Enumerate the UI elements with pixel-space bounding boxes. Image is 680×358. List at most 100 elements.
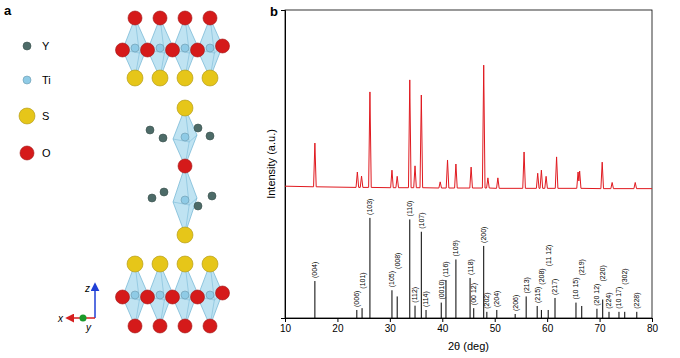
atom (131, 44, 139, 52)
atom (191, 290, 205, 304)
x-axis: 1020304050607080 (280, 318, 659, 334)
reference-stick (541, 310, 542, 318)
structure (116, 11, 230, 333)
x-tick-mark (600, 318, 601, 322)
reference-stick (445, 280, 446, 318)
atom (177, 70, 193, 86)
hkl-label: (006) (353, 291, 361, 307)
atom (181, 44, 189, 52)
axis-label: z (84, 283, 90, 294)
atom (178, 319, 192, 333)
hkl-label: (004) (311, 262, 319, 278)
x-tick: 20 (332, 318, 344, 334)
y-axis-title: Intensity (a.u.) (265, 129, 277, 199)
hkl-label: (200) (480, 227, 488, 243)
reference-stick (537, 306, 538, 318)
legend-swatch (23, 42, 31, 50)
atom (202, 256, 218, 272)
hkl-label: (10 15) (572, 277, 580, 299)
reference-stick (602, 300, 603, 318)
atom (152, 70, 168, 86)
hkl-label: (206) (512, 295, 520, 311)
legend-swatch (20, 146, 34, 160)
axis-label: y (85, 322, 92, 333)
reference-stick (555, 298, 556, 318)
atom (141, 43, 155, 57)
x-tick-mark (337, 318, 338, 322)
legend-label: O (42, 147, 51, 159)
reference-stick (415, 306, 416, 318)
atom (203, 11, 217, 25)
atom (127, 70, 143, 86)
x-axis-line (286, 319, 653, 323)
reference-stick (636, 312, 637, 318)
atom (177, 227, 193, 243)
reference-stick (581, 306, 582, 318)
reference-stick (397, 296, 398, 318)
x-tick-mark (652, 318, 653, 322)
hkl-label: (0010) (438, 279, 446, 299)
atom (177, 256, 193, 272)
hkl-label: (110) (406, 201, 414, 217)
hkl-label: (11 12) (545, 245, 553, 267)
hkl-label: (114) (422, 291, 430, 307)
hkl-label: (10 17) (615, 287, 623, 309)
x-tick-mark (442, 318, 443, 322)
xrd-pattern (285, 65, 652, 189)
reference-stick (314, 281, 315, 318)
reference-stick (455, 259, 456, 318)
y-axis (281, 11, 286, 319)
x-tick: 50 (490, 318, 502, 334)
plot-marks (285, 65, 652, 318)
reference-stick (369, 218, 370, 318)
octahedron (173, 108, 197, 166)
legend-label: S (42, 110, 49, 122)
atom (216, 39, 230, 53)
atom (216, 286, 230, 300)
x-tick: 40 (437, 318, 449, 334)
legend-swatch (23, 76, 31, 84)
hkl-label: (112) (411, 287, 419, 303)
reference-stick (548, 310, 549, 318)
panel-label: b (270, 4, 278, 19)
atom (166, 43, 180, 57)
reference-stick (441, 303, 442, 318)
atom (116, 290, 130, 304)
atom (177, 100, 193, 116)
atom (202, 70, 218, 86)
atom (156, 44, 164, 52)
hkl-label: (118) (467, 259, 475, 275)
atom (153, 319, 167, 333)
reference-stick (575, 303, 576, 318)
atom (208, 192, 216, 200)
hkl-label: (213) (523, 277, 531, 293)
panel-b: 10203040506070802θ (deg)Intensity (a.u.)… (265, 4, 658, 352)
reference-stick (596, 309, 597, 318)
atom (153, 11, 167, 25)
atom (206, 44, 214, 52)
reference-stick (618, 312, 619, 318)
x-tick-label: 50 (490, 323, 502, 334)
hkl-label: (215) (534, 287, 542, 303)
atom (206, 291, 214, 299)
atom (178, 11, 192, 25)
reference-stick (526, 296, 527, 318)
x-tick-label: 30 (385, 323, 397, 334)
hkl-label: (302) (621, 268, 629, 284)
atom (181, 133, 189, 141)
axis-dot (80, 315, 87, 322)
x-tick-label: 80 (647, 323, 659, 334)
x-tick-label: 40 (437, 323, 449, 334)
atom (160, 188, 168, 196)
panel-label: a (4, 3, 12, 18)
atom (131, 291, 139, 299)
octahedron (173, 166, 197, 234)
x-tick-label: 10 (280, 323, 292, 334)
reference-stick (486, 312, 487, 318)
atom (194, 202, 202, 210)
reference-stick (473, 308, 474, 318)
atom (178, 159, 192, 173)
x-tick-mark (390, 318, 391, 322)
hkl-label: (204) (493, 291, 501, 307)
hkl-label: (008) (394, 253, 402, 269)
